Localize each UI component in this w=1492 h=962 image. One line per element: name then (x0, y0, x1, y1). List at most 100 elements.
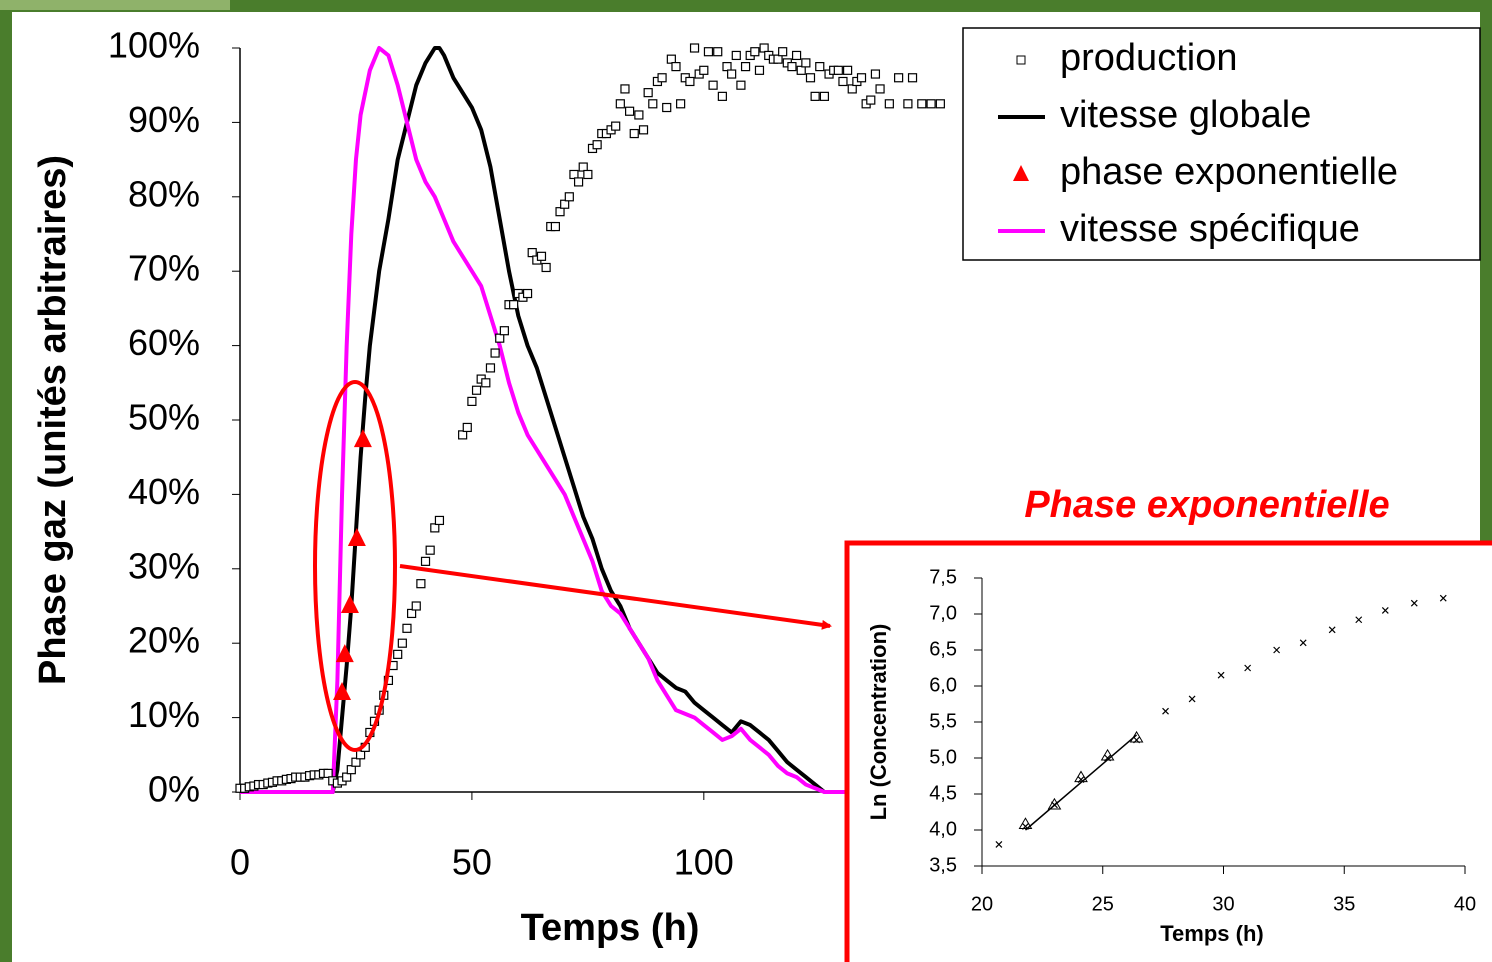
point (1410, 599, 1418, 607)
point (625, 106, 635, 116)
x-tick-label: 25 (1092, 893, 1114, 915)
x-tick-label: 50 (452, 842, 492, 883)
point (564, 192, 574, 202)
y-axis-label: Ln (Concentration) (866, 624, 891, 821)
point (736, 80, 746, 90)
point (592, 140, 602, 150)
y-tick-label: 6,5 (929, 638, 957, 660)
y-tick-label: 4,5 (929, 782, 957, 804)
point (727, 69, 737, 79)
point (333, 682, 352, 701)
point (634, 110, 644, 120)
point (838, 76, 848, 87)
point (847, 84, 857, 94)
point (699, 65, 709, 75)
point (796, 65, 806, 75)
point (355, 750, 366, 760)
point (995, 840, 1003, 848)
point (1129, 730, 1144, 743)
y-tick-label: 30% (128, 545, 200, 586)
y-tick-label: 5,5 (929, 710, 957, 732)
point (708, 80, 718, 90)
point (773, 54, 783, 64)
point (615, 99, 625, 109)
legend-label: vitesse globale (1060, 94, 1311, 136)
inset-chart: Phase exponentielle 3,5 4,0 4,5 5,0 5,5 6,0 6,5… (844, 484, 1492, 962)
point (935, 99, 945, 109)
point (583, 169, 593, 180)
point (754, 65, 765, 75)
y-tick-label: 40% (128, 471, 200, 512)
point (1217, 671, 1225, 679)
point (346, 765, 356, 775)
point (323, 768, 333, 779)
point (671, 61, 681, 72)
point (1328, 626, 1336, 634)
point (411, 601, 421, 611)
point (578, 162, 588, 172)
arrow (399, 564, 832, 630)
point (1273, 646, 1281, 654)
point (416, 579, 426, 589)
point (397, 638, 407, 648)
y-tick-label: 90% (128, 99, 200, 140)
point (347, 528, 366, 547)
y-tick-label: 6,0 (929, 674, 957, 696)
point (499, 326, 509, 336)
y-tick-label: 100% (108, 25, 200, 66)
point (620, 84, 630, 94)
legend-label: vitesse spécifique (1060, 208, 1360, 250)
inset-box (844, 540, 1492, 962)
point (778, 47, 788, 57)
point (1381, 606, 1389, 614)
point (1100, 748, 1115, 761)
x-tick-label: 100 (674, 842, 734, 883)
point (555, 207, 565, 217)
point (467, 396, 477, 406)
legend-label: phase exponentielle (1060, 151, 1398, 193)
point (815, 61, 825, 72)
point (638, 125, 649, 135)
y-tick-label: 10% (128, 694, 200, 735)
frame-corner (0, 0, 230, 10)
x-tick-label: 20 (971, 893, 993, 915)
y-tick-label: 50% (128, 397, 200, 438)
point (629, 128, 639, 139)
point (550, 221, 560, 232)
x-tick-label: 0 (230, 842, 250, 883)
point (560, 199, 570, 209)
point (393, 649, 403, 659)
point (833, 65, 843, 75)
point (717, 91, 727, 101)
line-series (240, 46, 848, 794)
point (870, 69, 881, 79)
point (903, 99, 913, 109)
point (536, 251, 547, 261)
point (481, 378, 491, 388)
point (541, 262, 551, 273)
x-axis-label: Temps (h) (521, 907, 700, 949)
point (527, 248, 537, 258)
point (342, 772, 352, 782)
point (1162, 707, 1169, 715)
annotations (313, 380, 832, 752)
point (569, 169, 579, 180)
point (485, 363, 496, 373)
point (810, 91, 820, 101)
point (462, 422, 472, 433)
y-tick-label: 80% (128, 173, 200, 214)
point (573, 177, 584, 187)
y-tick-label: 60% (128, 322, 200, 363)
y-tick-label: 0% (148, 769, 200, 810)
point (907, 73, 918, 83)
point (434, 515, 445, 526)
legend-marker (1013, 165, 1029, 181)
line-series (240, 46, 848, 794)
legend-box (962, 27, 1481, 261)
point (351, 757, 361, 767)
point (340, 595, 359, 613)
point (495, 333, 505, 343)
chart-title: Phase exponentielle (1024, 484, 1389, 526)
point (866, 95, 876, 105)
point (805, 73, 816, 83)
